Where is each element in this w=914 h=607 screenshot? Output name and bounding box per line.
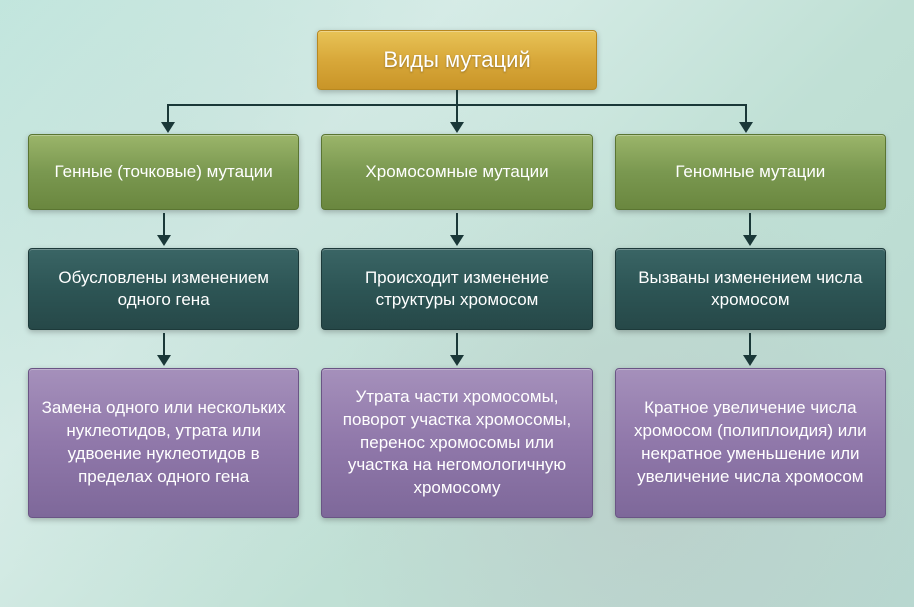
category-label: Генные (точковые) мутации — [55, 161, 273, 183]
connector-title-to-categories — [167, 90, 747, 134]
description-text: Происходит изменение структуры хромосом — [336, 267, 577, 311]
title-text: Виды мутаций — [383, 47, 530, 73]
arrow-b1 — [321, 210, 592, 248]
category-box-genome: Геномные мутации — [615, 134, 886, 210]
column-genome: Геномные мутации Вызваны изменением числ… — [615, 134, 886, 518]
detail-text: Кратное увеличение числа хромосом (полип… — [628, 397, 873, 489]
category-label: Геномные мутации — [675, 161, 825, 183]
column-gene: Генные (точковые) мутации Обусловлены из… — [28, 134, 299, 518]
detail-box-gene: Замена одного или нескольких нуклеотидов… — [28, 368, 299, 518]
description-text: Вызваны изменением числа хромосом — [630, 267, 871, 311]
description-box-gene: Обусловлены изменением одного гена — [28, 248, 299, 330]
detail-text: Замена одного или нескольких нуклеотидов… — [41, 397, 286, 489]
arrow-a2 — [28, 330, 299, 368]
description-box-chromosome: Происходит изменение структуры хромосом — [321, 248, 592, 330]
category-box-chromosome: Хромосомные мутации — [321, 134, 592, 210]
arrow-b2 — [321, 330, 592, 368]
arrow-c1 — [615, 210, 886, 248]
title-box: Виды мутаций — [317, 30, 597, 90]
description-box-genome: Вызваны изменением числа хромосом — [615, 248, 886, 330]
arrow-a1 — [28, 210, 299, 248]
arrow-c2 — [615, 330, 886, 368]
detail-box-genome: Кратное увеличение числа хромосом (полип… — [615, 368, 886, 518]
detail-box-chromosome: Утрата части хромосомы, поворот участка … — [321, 368, 592, 518]
diagram-container: Виды мутаций Генные (точковые) мутации О… — [0, 0, 914, 607]
category-label: Хромосомные мутации — [365, 161, 548, 183]
columns-row: Генные (точковые) мутации Обусловлены из… — [28, 134, 886, 518]
category-box-gene: Генные (точковые) мутации — [28, 134, 299, 210]
detail-text: Утрата части хромосомы, поворот участка … — [334, 386, 579, 501]
description-text: Обусловлены изменением одного гена — [43, 267, 284, 311]
column-chromosome: Хромосомные мутации Происходит изменение… — [321, 134, 592, 518]
